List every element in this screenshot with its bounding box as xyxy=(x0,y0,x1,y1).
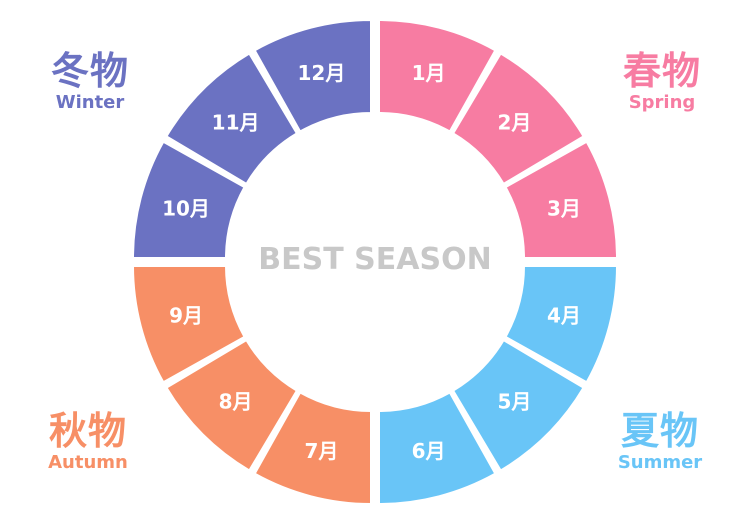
autumn-title-jp: 秋物 xyxy=(48,409,127,453)
month-segment-summer-2 xyxy=(451,338,585,472)
month-segment-spring-1 xyxy=(378,18,497,133)
winter-label: 冬物 Winter xyxy=(40,52,140,112)
month-segment-autumn-1 xyxy=(253,391,372,506)
month-segment-summer-3 xyxy=(378,391,497,506)
month-label: 3月 xyxy=(547,196,581,220)
summer-label: 夏物 Summer xyxy=(610,412,710,472)
autumn-label: 秋物 Autumn xyxy=(38,412,138,472)
month-label: 7月 xyxy=(304,439,338,463)
month-label: 9月 xyxy=(169,304,203,328)
month-label: 5月 xyxy=(497,389,531,413)
month-segment-autumn-3 xyxy=(131,265,246,384)
center-title: BEST SEASON xyxy=(258,242,492,277)
summer-title-en: Summer xyxy=(617,452,703,473)
month-segment-winter-3 xyxy=(253,18,372,133)
month-label: 10月 xyxy=(162,196,210,220)
spring-label: 春物 Spring xyxy=(612,52,712,112)
winter-title-jp: 冬物 xyxy=(50,49,129,93)
month-label: 12月 xyxy=(298,61,346,85)
month-segment-spring-2 xyxy=(451,52,585,186)
winter-title-en: Winter xyxy=(55,92,125,113)
month-ring: 1月 2月 3月 4月 5月 6月 7月 8月 9月 10月 11月 12月 xyxy=(131,18,619,506)
summer-title-jp: 夏物 xyxy=(620,409,699,453)
month-segment-spring-3 xyxy=(504,140,619,259)
month-segment-autumn-2 xyxy=(165,338,299,472)
month-label: 2月 xyxy=(497,111,531,135)
spring-title-en: Spring xyxy=(628,92,696,113)
month-label: 6月 xyxy=(412,439,446,463)
month-label: 8月 xyxy=(219,389,253,413)
month-segment-winter-1 xyxy=(131,140,246,259)
autumn-title-en: Autumn xyxy=(48,452,128,473)
spring-title-jp: 春物 xyxy=(622,49,701,93)
month-label: 4月 xyxy=(547,304,581,328)
month-segment-summer-1 xyxy=(504,265,619,384)
month-label: 11月 xyxy=(212,111,260,135)
month-label: 1月 xyxy=(412,61,446,85)
month-segment-winter-2 xyxy=(165,52,299,186)
